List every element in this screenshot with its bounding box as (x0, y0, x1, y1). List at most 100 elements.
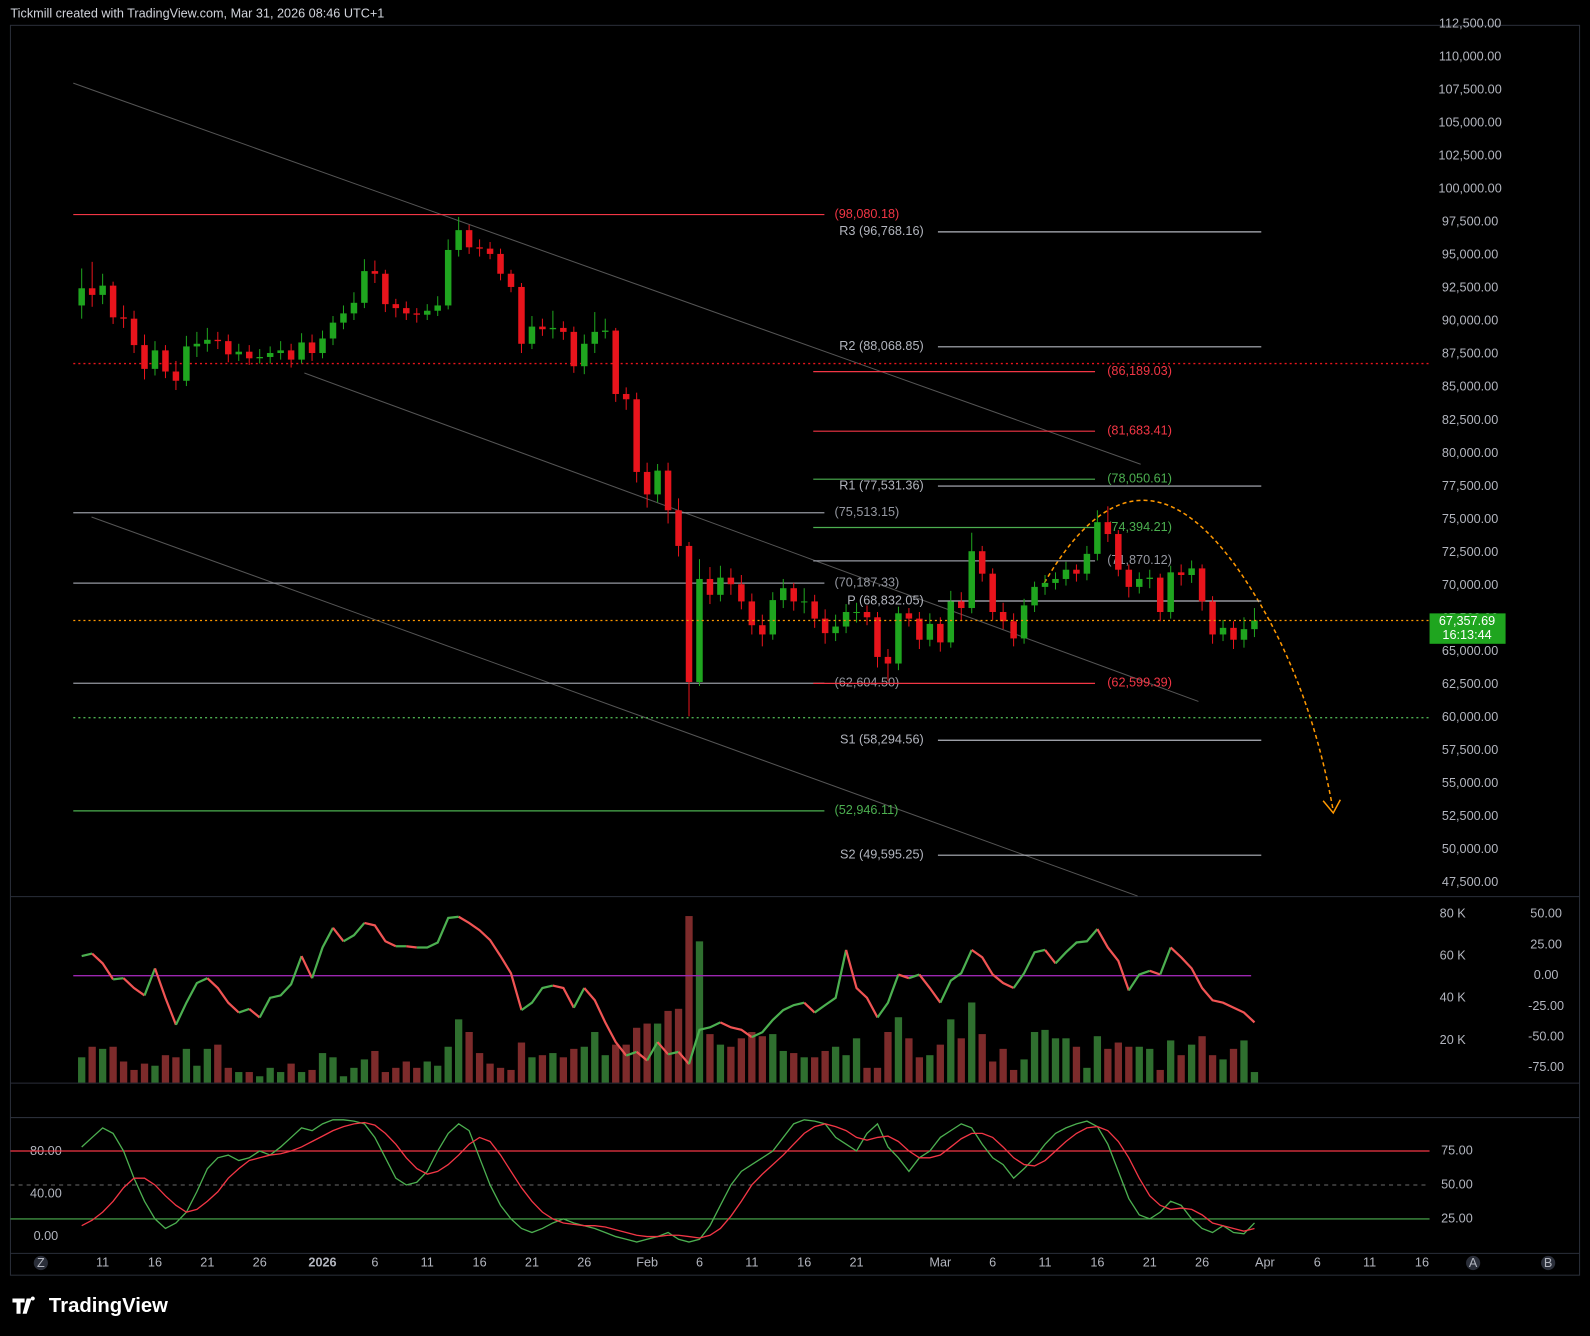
oscillator-line (583, 987, 628, 1057)
volume-bar (1030, 1031, 1039, 1083)
level-label: S2 (49,595.25) (840, 848, 924, 862)
axis-button[interactable] (1466, 1255, 1481, 1271)
volume-bar (1146, 1048, 1154, 1083)
volume-bar (98, 1048, 107, 1083)
candle-body (403, 308, 410, 314)
x-tick-label: 26 (1195, 1255, 1209, 1269)
volume-bar (779, 1050, 787, 1083)
candle-body (549, 327, 557, 330)
axis-button[interactable] (33, 1255, 48, 1271)
volume-bar (329, 1057, 337, 1083)
volume-bar (790, 1053, 798, 1083)
volume-bar (873, 1067, 882, 1083)
volume-bar (130, 1069, 138, 1083)
x-tick-label: 11 (1038, 1255, 1051, 1269)
x-tick-label: 6 (371, 1255, 378, 1269)
volume-bar (559, 1057, 568, 1083)
candle-body (958, 601, 965, 609)
x-tick-label: 21 (1143, 1255, 1157, 1269)
volume-bar (1135, 1046, 1143, 1083)
volume-bar (716, 1044, 725, 1083)
volume-bar (549, 1053, 557, 1083)
x-tick-label: 16 (1415, 1255, 1429, 1269)
candle-body (895, 613, 902, 664)
candle-body (643, 471, 651, 495)
trendlines (73, 82, 1199, 897)
oscillator-line (122, 977, 146, 997)
candle-body (298, 342, 305, 360)
candle-body (1073, 569, 1080, 574)
volume-bar (1051, 1038, 1060, 1083)
candle-body (1041, 582, 1049, 587)
candle-body (727, 577, 735, 585)
volume-bar (1125, 1046, 1133, 1083)
volume-bar (633, 1027, 641, 1083)
candle-body (1020, 605, 1028, 639)
volume-bar (570, 1048, 578, 1083)
volume-bar (894, 1017, 903, 1083)
candle-body (1219, 627, 1227, 635)
candle-body (696, 578, 703, 683)
candle-body (1146, 577, 1153, 579)
volume-bar (695, 941, 704, 1083)
price-tag-value: 67,357.69 (1439, 614, 1495, 628)
level-label: R3 (96,768.16) (839, 224, 923, 238)
volume-bar (1177, 1055, 1185, 1083)
y-tick-label: 77,500.00 (1442, 479, 1498, 493)
y-tick-label: 60,000.00 (1442, 710, 1498, 724)
oscillator-line (971, 948, 1015, 990)
level-label: (74,394.21) (1107, 520, 1172, 534)
x-tick-label: 16 (797, 1255, 811, 1269)
x-tick-label: 6 (989, 1255, 996, 1269)
level-label: R1 (77,531.36) (839, 478, 923, 492)
candle-body (434, 305, 441, 311)
oscillator-line (845, 949, 879, 1019)
volume-bar (999, 1048, 1007, 1083)
oscillator-line (677, 1051, 690, 1065)
y-tick-label: 75.00 (1441, 1143, 1473, 1157)
oscillator-line (342, 922, 366, 943)
volume-bar (517, 1042, 526, 1083)
oscillator-line (1159, 947, 1172, 975)
volume-bar (528, 1057, 536, 1083)
candle-body (1156, 577, 1164, 612)
volume-bar (486, 1063, 494, 1083)
candle-body (874, 617, 881, 657)
candle-body (361, 271, 368, 303)
volume-bar (831, 1046, 840, 1083)
oscillator-line (687, 1021, 721, 1065)
candle-body (1230, 627, 1237, 640)
candle-body (130, 318, 138, 346)
oscillator-line (300, 955, 314, 979)
oscillator-line (1096, 928, 1130, 991)
volume-bar (1167, 1040, 1175, 1083)
axis-button[interactable] (1541, 1255, 1556, 1271)
x-tick-label: 16 (1090, 1255, 1104, 1269)
volume-bar (653, 1023, 662, 1083)
candle-body (423, 310, 431, 315)
volume-bar (863, 1067, 871, 1083)
volume-bar (109, 1046, 117, 1083)
level-label: (86,189.03) (1107, 364, 1172, 378)
volume-bar (1104, 1048, 1112, 1083)
x-tick-label: 21 (200, 1255, 214, 1269)
volume-bar (580, 1046, 588, 1083)
level-label: (75,513.15) (835, 505, 900, 519)
price-tag-countdown: 16:13:44 (1442, 628, 1491, 642)
volume-bar (664, 1010, 672, 1083)
candle-body (287, 350, 295, 360)
oscillator-line (572, 987, 586, 1009)
oscillator-line (1012, 948, 1046, 989)
candle-body (1167, 572, 1174, 612)
volume-bar (591, 1031, 599, 1083)
candle-body (193, 343, 201, 347)
candle-body (926, 623, 934, 640)
candle-body (748, 601, 756, 626)
oscillator-line (91, 952, 115, 981)
axis-button-label: A (1469, 1256, 1478, 1270)
x-tick-label: 6 (696, 1255, 703, 1269)
oscillator-line (1044, 949, 1057, 965)
candle-body (654, 470, 661, 495)
